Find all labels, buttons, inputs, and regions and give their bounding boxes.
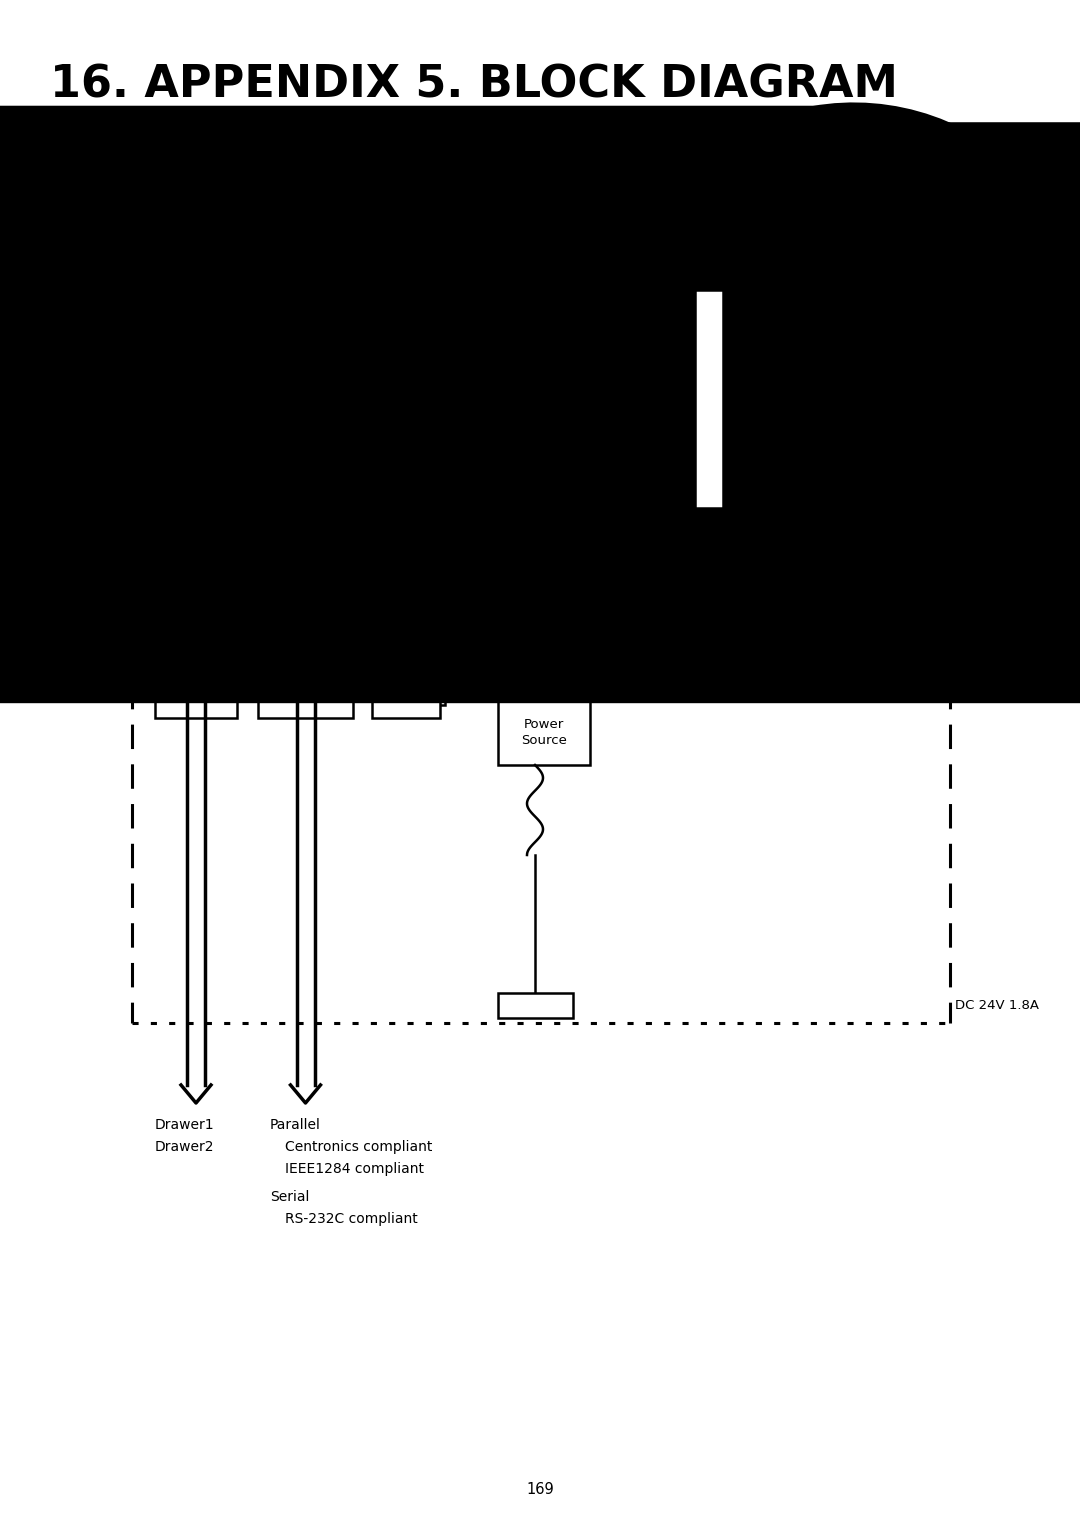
- Text: RS-232C compliant: RS-232C compliant: [285, 1213, 418, 1226]
- Text: 16. APPENDIX 5. BLOCK DIAGRAM: 16. APPENDIX 5. BLOCK DIAGRAM: [50, 63, 897, 106]
- Bar: [561, 340, 648, 460]
- Text: FLASH
ROM: FLASH ROM: [513, 210, 555, 238]
- Bar: [594, 547, 694, 593]
- Text: Print Head: Print Head: [728, 392, 798, 406]
- Text: Paper End: Paper End: [610, 564, 677, 578]
- Bar: [265, 429, 345, 487]
- Bar: [156, 305, 307, 386]
- Text: DIP Switch: DIP Switch: [487, 484, 553, 498]
- Text: DC 24V 1.8A: DC 24V 1.8A: [955, 1000, 1039, 1012]
- Bar: [498, 993, 573, 1018]
- Bar: [380, 274, 445, 705]
- Text: DC 5V  DC 24V: DC 5V DC 24V: [498, 673, 597, 687]
- Text: Cutter: Cutter: [179, 452, 221, 466]
- Text: RAM: RAM: [611, 218, 640, 230]
- Text: CPU: CPU: [397, 483, 428, 498]
- Bar: [588, 193, 663, 254]
- Bar: [596, 592, 693, 661]
- Bar: [156, 530, 300, 575]
- Bar: [696, 290, 723, 507]
- Text: Reset: Reset: [388, 682, 424, 696]
- Text: Power
Source: Power Source: [521, 719, 567, 747]
- Text: Drawer2: Drawer2: [156, 1141, 215, 1154]
- Text: 169: 169: [526, 1482, 554, 1498]
- Text: Driver: Driver: [284, 452, 325, 466]
- Text: Serial: Serial: [270, 1190, 309, 1203]
- Text: Stepping
Motor: Stepping Motor: [615, 612, 674, 639]
- Text: Driver: Driver: [519, 621, 561, 633]
- Text: Print Head: Print Head: [679, 394, 739, 405]
- Text: Paper Near-end: Paper Near-end: [176, 546, 279, 560]
- Text: Drawer1: Drawer1: [156, 1118, 215, 1131]
- Text: Centronics compliant: Centronics compliant: [285, 1141, 432, 1154]
- Bar: [156, 661, 237, 717]
- Text: Interface: Interface: [275, 682, 336, 696]
- Text: LED
FEED Switch
Cover Switch: LED FEED Switch Cover Switch: [187, 325, 274, 368]
- Text: IEEE1284 compliant: IEEE1284 compliant: [285, 1162, 424, 1176]
- Text: Parallel: Parallel: [270, 1118, 321, 1131]
- Bar: [492, 193, 575, 254]
- Bar: [498, 701, 590, 765]
- Bar: [258, 661, 353, 717]
- Bar: [696, 290, 723, 507]
- Bar: [156, 429, 245, 487]
- Bar: [406, 225, 434, 251]
- Bar: [372, 661, 440, 717]
- Text: OSC 20MHz: OSC 20MHz: [374, 205, 446, 218]
- Text: Driver: Driver: [175, 682, 216, 696]
- Text: G/A: G/A: [592, 392, 617, 406]
- Bar: [500, 598, 580, 656]
- Bar: [696, 290, 723, 507]
